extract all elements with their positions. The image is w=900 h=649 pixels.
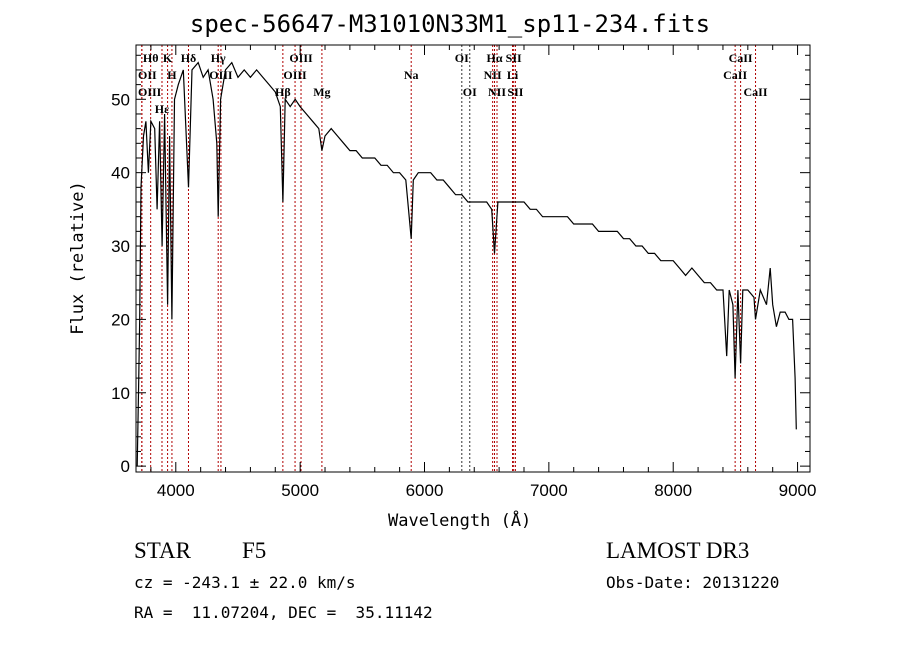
spectral-line-label: OI — [455, 51, 469, 65]
spectral-line-label: NII — [488, 85, 506, 99]
spectrum-line — [136, 61, 797, 467]
y-tick-label: 10 — [111, 384, 130, 403]
spectral-line-label: OIII — [289, 51, 313, 65]
y-tick-label: 40 — [111, 164, 130, 183]
x-axis-label: Wavelength (Å) — [388, 511, 532, 531]
x-tick-label: 4000 — [157, 481, 195, 500]
spectral-line-label: CaII — [729, 51, 753, 65]
spectral-line-label: Hε — [155, 102, 169, 116]
spectral-line-label: Mg — [313, 85, 330, 99]
spectral-line-label: Hβ — [275, 85, 291, 99]
spectral-line-label: H — [167, 68, 177, 82]
x-tick-label: 8000 — [654, 481, 692, 500]
spectral-line-label: OI — [463, 85, 477, 99]
redshift-text: cz = -243.1 ± 22.0 km/s — [134, 573, 356, 592]
spectral-line-label: SII — [507, 85, 523, 99]
x-tick-label: 7000 — [530, 481, 568, 500]
radec-text: RA = 11.07204, DEC = 35.11142 — [134, 603, 433, 622]
spectral-line-label: OIII — [283, 68, 307, 82]
spectral-line-label: OII — [138, 68, 157, 82]
y-axis-label: Flux (relative) — [68, 181, 88, 335]
spectral-line-label: Li — [507, 68, 519, 82]
y-tick-label: 30 — [111, 237, 130, 256]
spectral-line-label: K — [163, 51, 173, 65]
x-tick-label: 5000 — [281, 481, 319, 500]
spectral-line-label: SII — [506, 51, 522, 65]
survey-name: LAMOST DR3 — [606, 538, 750, 563]
spectral-line-label: CaII — [744, 85, 768, 99]
spectral-line-label: Hδ — [181, 51, 197, 65]
spectral-line-label: OIII — [138, 85, 162, 99]
y-tick-label: 20 — [111, 310, 130, 329]
chart-title: spec-56647-M31010N33M1_sp11-234.fits — [189, 10, 711, 38]
obs-date: Obs-Date: 20131220 — [606, 573, 780, 592]
object-class: STAR — [134, 538, 191, 563]
spectral-line-label: Hγ — [211, 51, 226, 65]
x-tick-label: 9000 — [779, 481, 817, 500]
x-tick-label: 6000 — [406, 481, 444, 500]
spectral-line-label: Na — [404, 68, 419, 82]
spectral-line-label: Hα — [486, 51, 502, 65]
spectral-line-label: Hθ — [143, 51, 159, 65]
plot-frame — [135, 44, 811, 473]
y-tick-label: 50 — [111, 90, 130, 109]
object-subclass: F5 — [242, 538, 267, 563]
spectral-line-label: NII — [484, 68, 502, 82]
spectral-line-label: CaII — [723, 68, 747, 82]
spectral-line-label: OIII — [209, 68, 233, 82]
y-tick-label: 0 — [121, 457, 130, 476]
